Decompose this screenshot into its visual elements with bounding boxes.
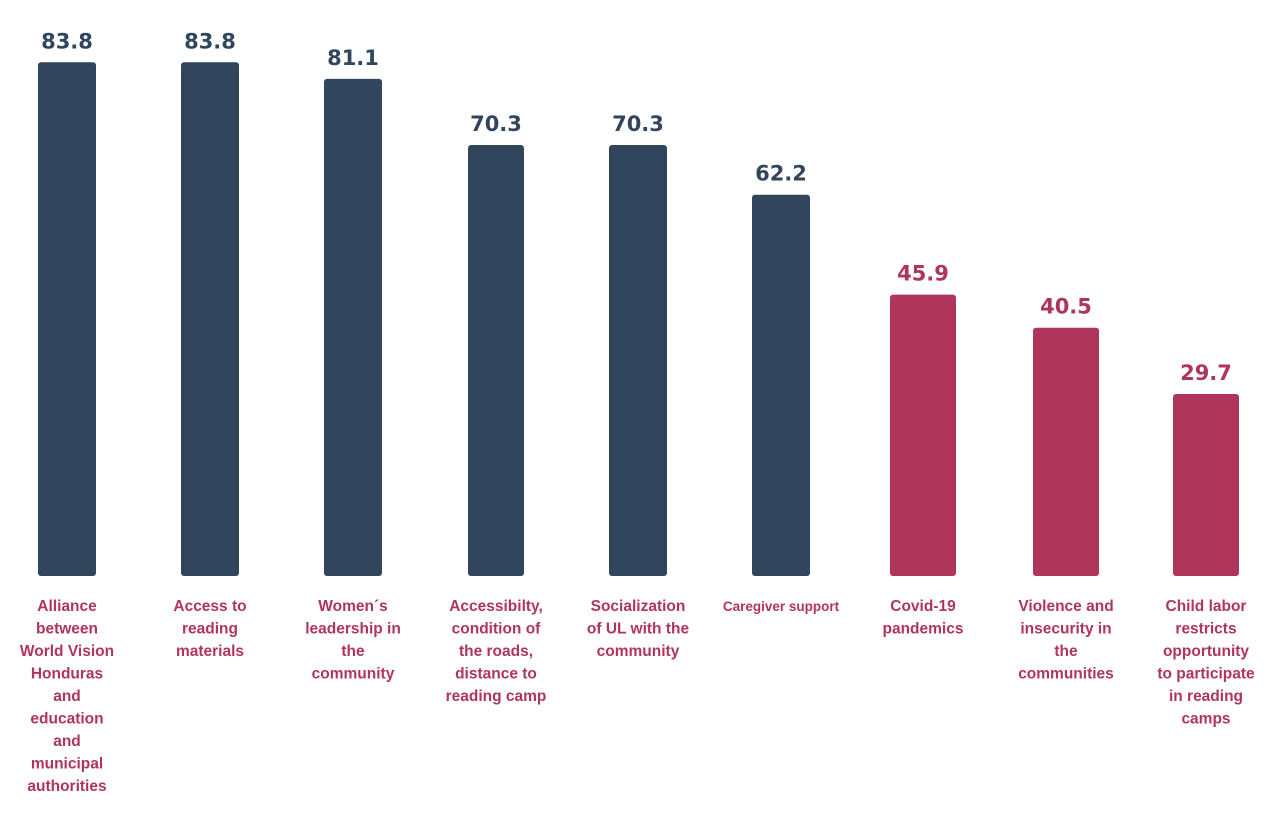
category-labels-group: Alliance between World Vision Honduras and ed… xyxy=(20,598,1255,795)
bar-2 xyxy=(181,62,239,576)
value-label-3: 81.1 xyxy=(327,46,379,70)
bars-group xyxy=(38,62,1239,577)
value-labels-group: 83.8 83.8 81.1 70.3 70.3 62.2 45.9 40.5 29.7 xyxy=(41,29,1232,385)
value-label-2: 83.8 xyxy=(184,29,236,53)
value-label-8: 40.5 xyxy=(1040,295,1092,319)
bar-4 xyxy=(468,145,524,576)
value-label-6: 62.2 xyxy=(755,162,807,186)
category-label-9: Child labor restricts opportunity to partic… xyxy=(1157,598,1255,728)
category-label-8: Violence and insecurity in the communities xyxy=(1018,598,1114,683)
bar-1 xyxy=(38,62,96,576)
category-label-5: Socialization of UL with the community xyxy=(587,598,690,660)
category-label-2: Access to reading materials xyxy=(173,598,246,660)
category-label-3: Women´s leadership in the community xyxy=(305,598,401,683)
value-label-9: 29.7 xyxy=(1180,361,1232,385)
bar-6 xyxy=(752,194,810,577)
category-label-7: Covid-19 pandemics xyxy=(883,598,964,638)
bar-3 xyxy=(324,78,382,577)
value-label-7: 45.9 xyxy=(897,262,949,286)
value-label-1: 83.8 xyxy=(41,29,93,53)
bar-9 xyxy=(1173,393,1239,576)
bar-7 xyxy=(890,294,956,576)
category-label-4: Accessibilty, condition of the roads, dista… xyxy=(446,598,547,705)
bar-8 xyxy=(1033,327,1099,576)
value-label-5: 70.3 xyxy=(612,112,664,136)
category-label-1: Alliance between World Vision Honduras and ed… xyxy=(20,598,114,795)
bar-5 xyxy=(609,145,667,576)
value-label-4: 70.3 xyxy=(470,112,522,136)
category-label-6: Caregiver support xyxy=(723,599,840,614)
